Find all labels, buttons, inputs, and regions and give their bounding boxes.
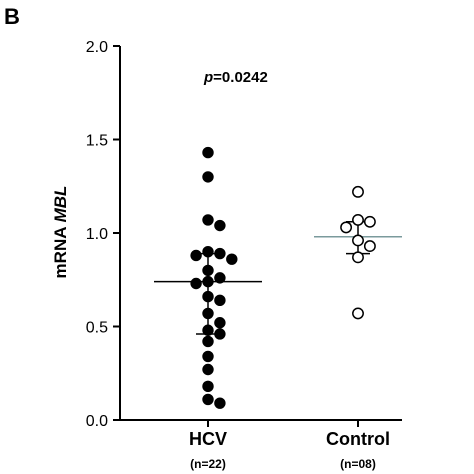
x-category-note: (n=22) [190,457,226,471]
hcv-data-point [202,171,214,183]
hcv-data-point [202,363,214,376]
y-axis-label: mRNA MBL [51,186,70,279]
x-category-note: (n=08) [340,457,376,471]
hcv-data-point [202,214,214,226]
control-data-point [352,234,364,247]
data-points [190,146,376,409]
hcv-data-point [190,249,202,262]
y-tick-label: 2.0 [86,39,108,56]
p-value-annotation: p=0.0242 [203,69,268,86]
p-symbol: p [203,69,213,86]
control-data-point [363,240,376,253]
hcv-data-point [214,247,226,260]
control-data-point [352,185,364,198]
y-axis-label-gene: MBL [51,186,70,223]
hcv-data-point [190,277,202,290]
hcv-data-point [214,219,226,232]
hcv-data-point [214,397,226,409]
y-axis-label-prefix: mRNA [51,227,70,279]
control-data-point [352,213,364,226]
hcv-data-point [202,324,214,336]
hcv-data-point [202,146,214,159]
median-iqr-lines [154,221,402,335]
hcv-data-point [202,335,214,348]
y-tick-label: 0.5 [86,320,108,337]
hcv-data-point [202,393,214,406]
hcv-data-point [202,246,214,258]
hcv-data-point [226,253,238,265]
hcv-data-point [202,275,214,288]
y-tick-label: 1.0 [86,226,108,243]
hcv-data-point [214,317,226,329]
hcv-data-point [214,328,226,340]
p-value: =0.0242 [213,69,268,86]
hcv-data-point [214,294,226,307]
hcv-data-point [214,272,226,284]
hcv-data-point [202,290,214,303]
y-ticks: 0.0 0.5 1.0 1.5 2.0 [86,39,120,430]
y-tick-label: 1.5 [86,133,108,150]
control-data-point [340,221,353,234]
x-category-label: HCV [189,429,227,449]
hcv-data-point [202,307,214,320]
x-category-label: Control [326,429,390,449]
hcv-data-point [202,350,214,363]
control-data-point [352,251,364,264]
control-data-point [352,307,364,320]
panel-label: B [4,4,20,29]
y-tick-label: 0.0 [86,413,108,430]
control-data-point [363,215,376,228]
x-categories: HCV (n=22) Control (n=08) [189,420,390,471]
hcv-data-point [202,380,214,393]
axes [119,46,402,421]
hcv-data-point [202,264,214,277]
